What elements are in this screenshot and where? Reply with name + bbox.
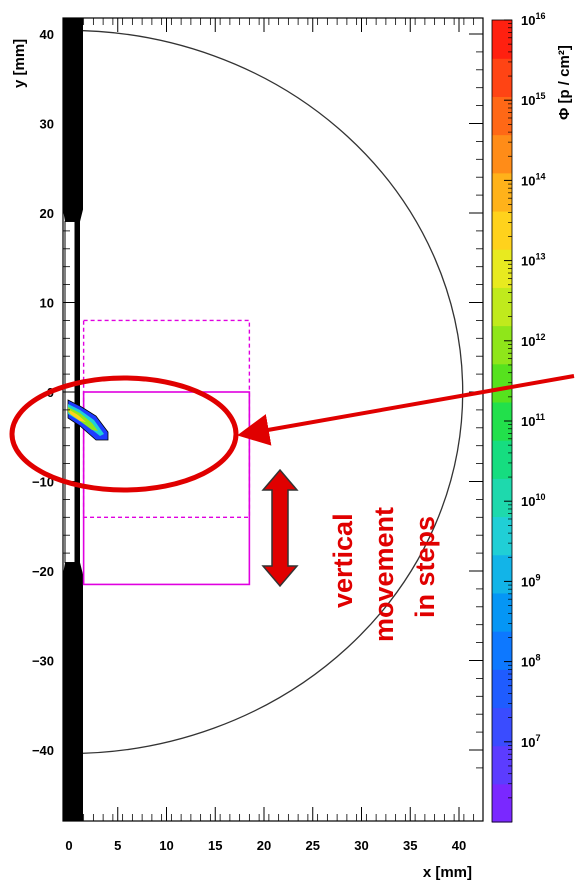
- y-tick-label: 40: [40, 27, 54, 42]
- colorbar-segment: [492, 745, 512, 785]
- colorbar-segment: [492, 363, 512, 403]
- colorbar-segment: [492, 516, 512, 556]
- x-tick-label: 10: [159, 838, 173, 853]
- colorbar-tick-label: 1011: [521, 412, 545, 429]
- colorbar-segment: [492, 592, 512, 632]
- colorbar-tick-label: 1016: [521, 11, 545, 28]
- colorbar-tick-label: 1013: [521, 252, 545, 269]
- colorbar-segment: [492, 401, 512, 441]
- colorbar-title: Φ [p / cm²]: [556, 45, 573, 120]
- y-tick-label: −20: [32, 564, 54, 579]
- colorbar-tick-label: 109: [521, 572, 540, 589]
- beam-spot-contour: [68, 407, 98, 431]
- x-tick-label: 20: [257, 838, 271, 853]
- y-tick-label: −30: [32, 654, 54, 669]
- colorbar-segment: [492, 58, 512, 97]
- annotation-line-3: in steps: [410, 516, 440, 618]
- x-tick-label: 0: [65, 838, 72, 853]
- y-tick-label: 30: [40, 117, 54, 132]
- colorbar-segment: [492, 631, 512, 670]
- colorbar-segment: [492, 325, 512, 365]
- colorbar-tick-label: 1010: [521, 492, 545, 509]
- beam-spot-contour: [68, 409, 86, 422]
- y-tick-label: 20: [40, 206, 54, 221]
- y-tick-label: −10: [32, 475, 54, 490]
- colorbar-tick-label: 108: [521, 653, 540, 670]
- x-tick-label: 5: [114, 838, 121, 853]
- colorbar-tick-label: 1012: [521, 332, 545, 349]
- semicircle-outline: [68, 29, 464, 755]
- y-axis-title: y [mm]: [11, 39, 28, 88]
- colorbar-segment: [492, 707, 512, 747]
- colorbar-tick-label: 107: [521, 733, 540, 750]
- annotation-line-2: movement: [369, 507, 399, 642]
- colorbar-segment: [492, 554, 512, 594]
- colorbar-segment: [492, 287, 512, 327]
- colorbar-segment: [492, 783, 512, 823]
- colorbar-segment: [492, 134, 512, 174]
- y-tick-label: 10: [40, 296, 54, 311]
- colorbar-segment: [492, 669, 512, 709]
- x-tick-label: 35: [403, 838, 417, 853]
- x-tick-label: 15: [208, 838, 222, 853]
- x-tick-label: 40: [452, 838, 466, 853]
- colorbar-tick-label: 1015: [521, 91, 545, 108]
- colorbar-segment: [492, 249, 512, 288]
- colorbar-tick-label: 1014: [521, 171, 545, 188]
- colorbar-segment: [492, 20, 512, 59]
- colorbar-segment: [492, 172, 512, 212]
- colorbar-segment: [492, 478, 512, 518]
- annotation-arrow: [237, 374, 575, 446]
- colorbar-segment: [492, 210, 512, 250]
- highlight-ellipse: [9, 375, 239, 493]
- annotation-line-1: vertical: [328, 513, 358, 608]
- x-tick-label: 30: [354, 838, 368, 853]
- colorbar-segment: [492, 440, 512, 479]
- colorbar-segment: [492, 96, 512, 136]
- x-tick-label: 25: [306, 838, 320, 853]
- plot-frame: [62, 17, 484, 822]
- x-axis-title: x [mm]: [423, 864, 472, 881]
- double-arrow-icon: [261, 468, 299, 588]
- y-tick-label: −40: [32, 743, 54, 758]
